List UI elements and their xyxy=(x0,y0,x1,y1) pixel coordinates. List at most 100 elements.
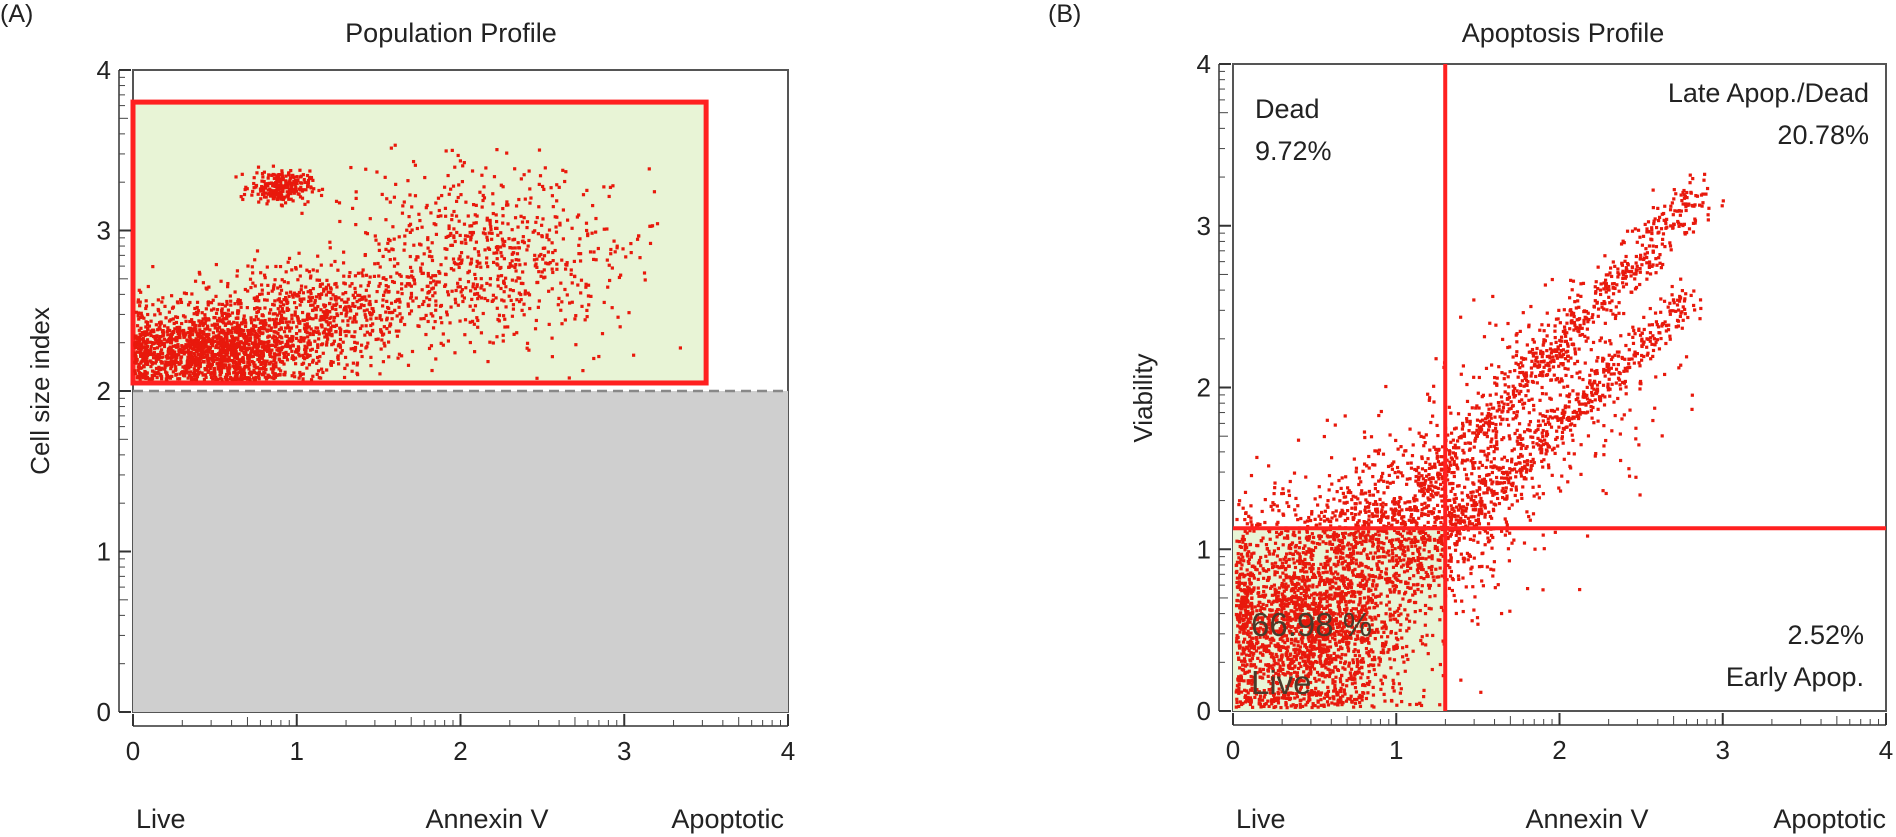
panel-b-data-point xyxy=(1260,611,1264,616)
panel-a-data-point xyxy=(379,347,383,351)
panel-a-data-point xyxy=(294,185,298,190)
panel-a-data-point xyxy=(266,184,270,188)
panel-b-data-point xyxy=(1280,653,1284,657)
panel-a-data-point xyxy=(354,222,358,227)
panel-a-data-point xyxy=(227,372,231,376)
panel-a-data-point xyxy=(496,277,500,282)
panel-b-data-point xyxy=(1315,541,1320,546)
panel-a-data-point xyxy=(591,203,595,208)
panel-a-data-point xyxy=(150,373,154,378)
panel-a-data-point xyxy=(361,297,365,301)
panel-a-data-point xyxy=(208,364,212,368)
panel-a-data-point xyxy=(224,372,229,377)
panel-a-data-point xyxy=(224,322,228,326)
panel-b-data-point xyxy=(1395,620,1400,624)
panel-a-data-point xyxy=(251,271,255,275)
panel-a-data-point xyxy=(403,322,407,327)
panel-a-data-point xyxy=(400,292,404,296)
panel-a-data-point xyxy=(296,348,301,352)
panel-a-data-point xyxy=(517,197,521,202)
panel-b-data-point xyxy=(1243,608,1247,612)
panel-b-data-point xyxy=(1243,529,1247,533)
panel-a-data-point xyxy=(226,332,230,336)
panel-a-data-point xyxy=(426,237,430,242)
panel-a-data-point xyxy=(179,360,183,365)
panel-b-data-point xyxy=(1235,697,1239,701)
panel-a-data-point xyxy=(393,308,397,312)
panel-a-data-point xyxy=(174,345,179,349)
panel-b-data-point xyxy=(1356,662,1360,667)
panel-b-data-point xyxy=(1382,692,1386,696)
panel-a-data-point xyxy=(143,350,147,354)
panel-a-data-point xyxy=(405,228,409,232)
panel-b-data-point xyxy=(1305,594,1309,598)
panel-a-data-point xyxy=(194,373,198,377)
panel-b-data-point xyxy=(1321,621,1325,625)
panel-a-data-point xyxy=(351,293,355,297)
panel-a-data-point xyxy=(350,334,354,338)
panel-a-data-point xyxy=(497,313,502,317)
panel-b-data-point xyxy=(1345,613,1349,618)
panel-a-data-point xyxy=(288,339,292,343)
panel-a-data-point xyxy=(460,288,464,292)
panel-a-data-point xyxy=(273,319,277,323)
panel-a-data-point xyxy=(151,303,155,307)
panel-b-data-point xyxy=(1250,606,1254,611)
panel-a-data-point xyxy=(198,341,202,345)
panel-b-data-point xyxy=(1262,635,1266,639)
panel-b-data-point xyxy=(1265,603,1269,608)
panel-a-data-point xyxy=(172,321,176,326)
panel-a-data-point xyxy=(342,300,347,304)
panel-a-data-point xyxy=(273,312,277,316)
panel-b-data-point xyxy=(1261,567,1265,571)
panel-a-data-point xyxy=(495,148,499,152)
panel-a-data-point xyxy=(450,218,454,222)
panel-a-data-point xyxy=(298,195,303,199)
panel-a-data-point xyxy=(334,323,338,327)
panel-a-data-point xyxy=(377,248,382,253)
panel-b-data-point xyxy=(1299,591,1303,596)
panel-a-data-point xyxy=(585,315,589,319)
panel-a-data-point xyxy=(268,352,272,356)
panel-b-data-point xyxy=(1244,591,1248,595)
panel-a-data-point xyxy=(313,299,317,303)
panel-a-data-point xyxy=(267,173,271,177)
panel-a-data-point xyxy=(466,214,470,218)
panel-a-data-point xyxy=(236,338,240,342)
panel-b-data-point xyxy=(1235,517,1239,522)
panel-b-data-point xyxy=(1307,633,1311,637)
panel-b-data-point xyxy=(1266,699,1270,703)
panel-a-data-point xyxy=(471,285,475,289)
panel-b-data-point xyxy=(1293,612,1297,616)
panel-b-data-point xyxy=(1330,597,1335,601)
panel-a-data-point xyxy=(309,186,313,190)
panel-b-data-point xyxy=(1235,637,1239,641)
panel-a-data-point xyxy=(359,284,363,288)
panel-a-data-point xyxy=(257,377,261,381)
panel-b-data-point xyxy=(1364,696,1369,701)
panel-a-data-point xyxy=(160,355,165,359)
panel-b-data-point xyxy=(1367,587,1371,591)
panel-a-data-point xyxy=(450,213,454,217)
panel-a-data-point xyxy=(305,318,309,322)
panel-a-data-point xyxy=(217,302,221,306)
panel-a-data-point xyxy=(260,313,264,317)
panel-b-data-point xyxy=(1330,632,1335,636)
panel-a-data-point xyxy=(359,303,363,307)
panel-b-data-point xyxy=(1349,674,1353,678)
panel-b-data-point xyxy=(1343,531,1348,535)
panel-a-data-point xyxy=(575,215,579,219)
panel-a-data-point xyxy=(233,364,237,368)
panel-a-data-point xyxy=(310,190,314,194)
panel-a-data-point xyxy=(284,185,289,189)
panel-b-data-point xyxy=(1288,676,1293,680)
panel-a-data-point xyxy=(216,357,220,361)
panel-a-data-point xyxy=(205,332,209,337)
panel-b-data-point xyxy=(1305,664,1309,668)
panel-b-data-point xyxy=(1275,535,1279,539)
panel-b-data-point xyxy=(1352,676,1356,680)
panel-a-data-point xyxy=(192,357,196,361)
panel-a-data-point xyxy=(202,377,207,382)
panel-a-data-point xyxy=(271,164,276,168)
panel-a-data-point xyxy=(271,355,275,359)
